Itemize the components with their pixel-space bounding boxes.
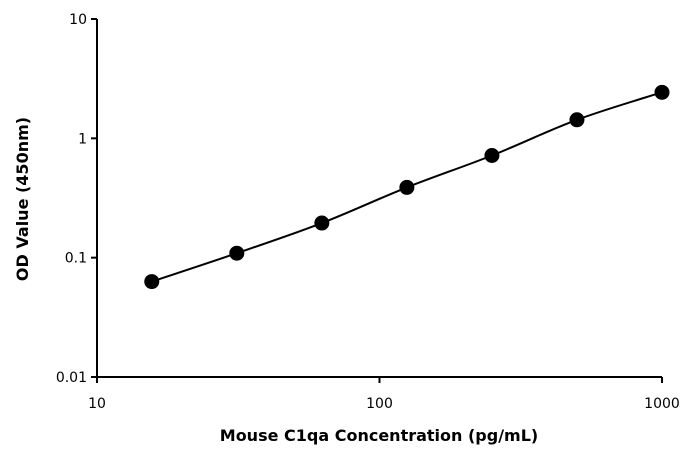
y-axis-title: OD Value (450nm) xyxy=(13,117,32,281)
y-tick-label: 10 xyxy=(69,12,87,28)
data-point xyxy=(314,215,330,231)
data-point xyxy=(229,245,245,261)
tick-labels: 0.01 0.1 1 10 10 100 1000 xyxy=(56,12,680,412)
x-tick-label: 100 xyxy=(366,396,393,412)
series xyxy=(144,84,670,290)
x-tick-label: 1000 xyxy=(644,396,680,412)
y-tick-label: 1 xyxy=(78,131,87,147)
data-point xyxy=(569,112,585,128)
y-tick-label: 0.1 xyxy=(65,251,87,267)
data-point xyxy=(484,148,500,164)
x-axis-title: Mouse C1qa Concentration (pg/mL) xyxy=(220,426,538,445)
data-point xyxy=(654,84,670,100)
data-point xyxy=(399,179,415,195)
y-tick-label: 0.01 xyxy=(56,370,87,386)
axes xyxy=(91,18,663,383)
x-tick-label: 10 xyxy=(88,396,106,412)
data-point xyxy=(144,274,160,290)
